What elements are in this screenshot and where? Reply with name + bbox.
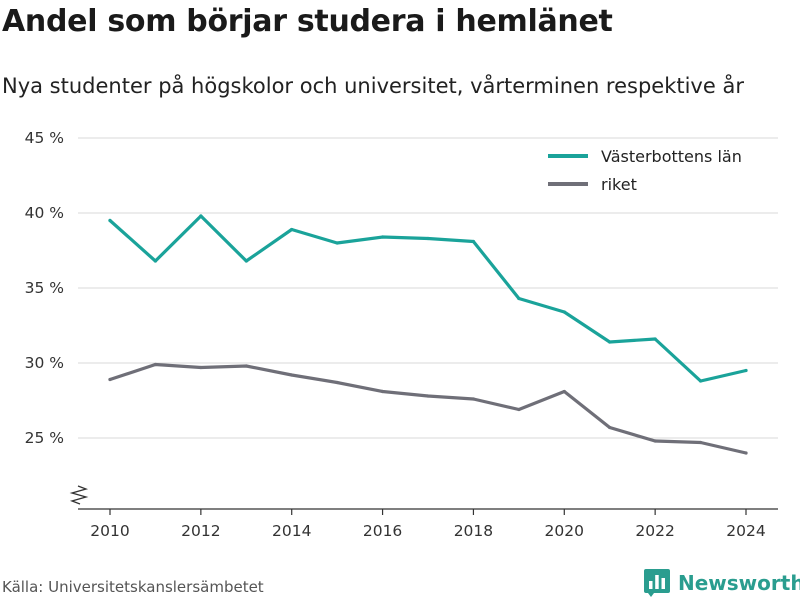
x-tick-label: 2020 [545,522,584,540]
data-point [608,425,612,430]
brand-logo: Newsworthy [644,568,800,598]
series-line-0 [108,214,748,383]
data-point [290,373,294,377]
chart-title: Andel som börjar studera i hemlänet [2,4,613,39]
gridlines [78,137,778,439]
data-point [698,440,703,445]
y-tick-label: 35 % [25,279,64,297]
y-tick-label: 25 % [25,429,64,447]
data-point [244,364,248,368]
data-point [108,218,112,223]
data-point [744,451,748,455]
y-tick-label: 45 % [25,129,64,147]
data-point [562,389,566,394]
data-point [380,389,385,394]
series-lines [108,214,748,455]
data-point [290,227,294,232]
data-point [426,236,430,241]
data-point [698,379,703,383]
x-tick-label: 2010 [90,522,129,540]
data-point [517,296,521,301]
legend: Västerbottens län riket [548,147,742,194]
y-tick-label: 30 % [25,354,64,372]
bar-chart-logo-icon [644,569,670,597]
y-tick-label: 40 % [25,204,64,222]
data-point [153,259,158,263]
data-point [653,439,657,443]
series-line-1 [108,362,748,455]
data-point [153,362,158,367]
x-tick-label: 2014 [272,522,311,540]
data-point [744,368,748,373]
x-tick-label: 2024 [726,522,765,540]
x-tick-label: 2016 [363,522,402,540]
x-tick-label: 2018 [454,522,493,540]
data-point [244,259,248,263]
data-point [471,239,476,244]
data-point [562,310,566,314]
x-tick-label: 2012 [181,522,220,540]
chart-subtitle: Nya studenter på högskolor och universit… [2,74,744,98]
line-chart: 45 %40 %35 %30 %25 % 2010 2012 2014 2016 201… [25,129,778,540]
x-tick-label: 2022 [635,522,674,540]
data-point [426,394,430,398]
data-point [335,380,339,385]
x-axis-ticks: 2010 2012 2014 2016 2018 2020 2022 2024 [90,509,766,540]
legend-label: Västerbottens län [601,147,742,166]
axis-break-icon [69,485,89,505]
data-point [608,340,612,344]
data-point [199,214,203,218]
data-point [380,235,385,239]
legend-label: riket [601,175,637,194]
source-note: Källa: Universitetskanslersämbetet [2,578,264,596]
data-point [653,337,657,341]
data-point [108,377,112,382]
data-point [199,365,203,370]
brand-name: Newsworthy [678,571,800,595]
data-point [471,397,476,401]
y-axis-ticks: 45 % 40 % 35 % 30 % 25 % [25,129,64,447]
data-point [517,407,521,412]
data-point [335,241,339,245]
x-axis [69,485,778,510]
